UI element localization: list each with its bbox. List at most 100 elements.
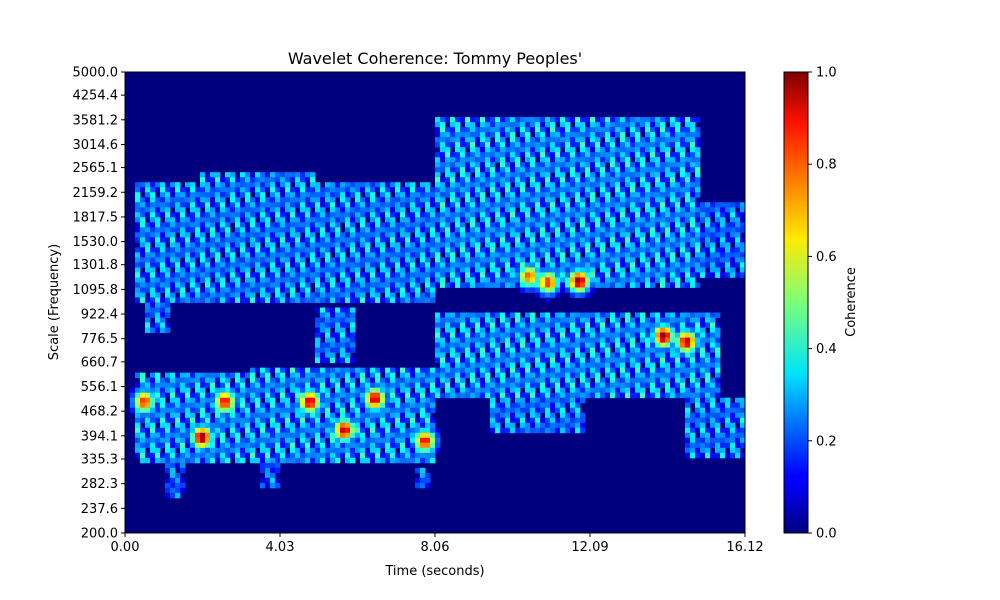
heatmap-cell — [525, 387, 531, 394]
heatmap-cell — [730, 257, 736, 263]
heatmap-cell — [590, 277, 596, 283]
heatmap-cell — [440, 332, 446, 338]
heatmap-cell — [460, 217, 466, 223]
heatmap-cell — [660, 382, 666, 389]
heatmap-cell — [400, 282, 406, 288]
heatmap-cell — [545, 412, 551, 419]
heatmap-cell — [570, 397, 576, 404]
heatmap-cell — [670, 122, 676, 128]
heatmap-cell — [395, 197, 401, 203]
heatmap-cell — [205, 397, 211, 404]
heatmap-cell — [735, 242, 741, 248]
heatmap-cell — [510, 402, 516, 409]
heatmap-cell — [145, 257, 151, 263]
heatmap-cell — [275, 402, 281, 409]
heatmap-cell — [635, 367, 641, 374]
heatmap-cell — [520, 272, 526, 278]
heatmap-cell — [565, 117, 571, 123]
heatmap-cell — [360, 297, 366, 303]
heatmap-cell — [315, 377, 321, 384]
heatmap-cell — [470, 122, 476, 128]
heatmap-cell — [430, 247, 436, 253]
heatmap-cell — [705, 222, 711, 228]
heatmap-cell — [600, 342, 606, 348]
heatmap-cell — [400, 257, 406, 263]
heatmap-cell — [675, 377, 681, 384]
heatmap-cell — [410, 247, 416, 253]
heatmap-cell — [395, 277, 401, 283]
heatmap-cell — [595, 322, 601, 328]
heatmap-cell — [450, 237, 456, 243]
heatmap-cell — [595, 332, 601, 338]
heatmap-cell — [410, 292, 416, 298]
heatmap-cell — [705, 227, 711, 233]
heatmap-cell — [440, 242, 446, 248]
heatmap-cell — [660, 347, 666, 354]
heatmap-cell — [420, 257, 426, 263]
heatmap-cell — [740, 252, 745, 258]
heatmap-cell — [435, 172, 441, 178]
heatmap-cell — [240, 372, 246, 379]
heatmap-cell — [250, 407, 256, 414]
heatmap-cell — [645, 252, 651, 258]
heatmap-cell — [540, 242, 546, 248]
heatmap-cell — [445, 317, 451, 323]
heatmap-cell — [580, 387, 586, 394]
heatmap-cell — [510, 137, 516, 143]
heatmap-cell — [675, 192, 681, 198]
heatmap-cell — [530, 257, 536, 263]
heatmap-cell — [355, 252, 361, 258]
heatmap-cell — [365, 377, 371, 384]
heatmap-cell — [410, 382, 416, 389]
heatmap-cell — [295, 217, 301, 223]
heatmap-cell — [305, 282, 311, 288]
heatmap-cell — [235, 397, 241, 404]
heatmap-cell — [160, 312, 166, 318]
heatmap-cell — [515, 162, 521, 168]
heatmap-cell — [615, 272, 621, 278]
heatmap-cell — [330, 197, 336, 203]
heatmap-cell — [345, 232, 351, 238]
heatmap-cell — [150, 397, 156, 404]
heatmap-cell — [195, 267, 201, 273]
heatmap-cell — [415, 207, 421, 213]
heatmap-cell — [355, 367, 361, 374]
heatmap-cell — [520, 377, 526, 384]
heatmap-cell — [210, 272, 216, 278]
heatmap-cell — [350, 372, 356, 379]
heatmap-cell — [350, 367, 356, 374]
heatmap-cell — [630, 137, 636, 143]
heatmap-cell — [565, 142, 571, 148]
heatmap-cell — [490, 222, 496, 228]
heatmap-cell — [440, 317, 446, 323]
heatmap-cell — [400, 237, 406, 243]
heatmap-cell — [595, 127, 601, 133]
heatmap-cell — [140, 377, 146, 384]
heatmap-cell — [685, 372, 691, 379]
heatmap-cell — [335, 187, 341, 193]
heatmap-cell — [265, 217, 271, 223]
heatmap-cell — [625, 162, 631, 168]
heatmap-cell — [475, 322, 481, 328]
heatmap-cell — [690, 317, 696, 323]
heatmap-cell — [685, 122, 691, 128]
heatmap-cell — [565, 392, 571, 399]
heatmap-cell — [200, 277, 206, 283]
heatmap-cell — [205, 182, 211, 188]
heatmap-cell — [465, 327, 471, 333]
heatmap-cell — [650, 227, 656, 233]
heatmap-cell — [205, 282, 211, 288]
heatmap-cell — [615, 227, 621, 233]
heatmap-cell — [285, 272, 291, 278]
heatmap-cell — [625, 157, 631, 163]
heatmap-cell — [330, 377, 336, 384]
heatmap-cell — [470, 212, 476, 218]
heatmap-cell — [580, 162, 586, 168]
heatmap-cell — [435, 257, 441, 263]
heatmap-cell — [550, 367, 556, 374]
heatmap-cell — [710, 342, 716, 348]
heatmap-cell — [525, 172, 531, 178]
heatmap-cell — [610, 247, 616, 253]
heatmap-cell — [675, 212, 681, 218]
heatmap-cell — [410, 192, 416, 198]
